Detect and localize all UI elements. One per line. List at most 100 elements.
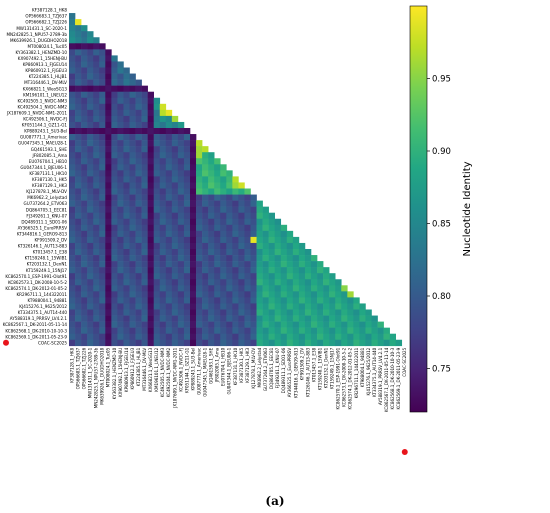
heatmap-cell <box>93 85 100 92</box>
heatmap-cell <box>359 327 366 334</box>
heatmap-cell <box>268 212 275 220</box>
heatmap-cell <box>274 255 282 262</box>
heatmap-cell <box>171 285 179 292</box>
heatmap-cell <box>111 176 118 183</box>
column-label: KF991509.2_DV <box>299 348 304 381</box>
heatmap-cell <box>99 188 106 195</box>
heatmap-cell <box>135 182 142 189</box>
colorbar-gradient <box>409 5 428 413</box>
heatmap-cell <box>81 31 88 38</box>
heatmap-cell <box>123 109 130 117</box>
heatmap-cell <box>183 273 191 280</box>
heatmap-cell <box>256 249 263 256</box>
heatmap-cell <box>105 224 112 232</box>
heatmap-cell <box>141 128 148 135</box>
heatmap-cell <box>280 230 288 238</box>
heatmap-cell <box>196 176 203 183</box>
heatmap-cell <box>123 333 130 341</box>
row-label: KT344816.1_GERO9-813 <box>17 231 68 236</box>
heatmap-cell <box>87 91 94 99</box>
row-label: MN242825.1_NPU57-2789-3b <box>7 32 68 37</box>
heatmap-cell <box>123 224 130 232</box>
heatmap-cell <box>190 164 197 171</box>
heatmap-cell <box>220 303 227 310</box>
heatmap-cell <box>135 91 142 99</box>
row-label: KM196101.1_LNEU12 <box>23 92 67 97</box>
heatmap-cell <box>141 315 148 322</box>
heatmap-cell <box>232 218 239 226</box>
heatmap-cell <box>141 212 148 220</box>
heatmap-cell <box>75 279 82 286</box>
heatmap-cell <box>220 297 227 304</box>
heatmap-cell <box>250 218 257 226</box>
heatmap-cell <box>226 327 233 334</box>
heatmap-cell <box>165 152 173 159</box>
heatmap-cell <box>99 249 106 256</box>
heatmap-cell <box>123 140 130 147</box>
heatmap-cell <box>202 285 209 292</box>
heatmap-cell <box>292 291 300 298</box>
heatmap-cell <box>105 146 112 153</box>
heatmap-cell <box>226 291 233 298</box>
heatmap-cell <box>99 43 106 50</box>
heatmap-cell <box>208 236 215 244</box>
row-label: KF387128.1_HK8 <box>32 8 67 13</box>
heatmap-cell <box>69 31 76 38</box>
heatmap-cell <box>129 121 136 129</box>
column-label: KC492504.1_NVDC-NM2 <box>166 347 171 397</box>
heatmap-cell <box>341 297 348 304</box>
heatmap-cell <box>371 333 378 341</box>
heatmap-cell <box>111 285 118 292</box>
heatmap-cell <box>75 79 82 86</box>
heatmap-cell <box>105 194 112 201</box>
heatmap-cell <box>280 255 288 262</box>
heatmap-cell <box>208 249 215 256</box>
heatmap-cell <box>244 279 251 286</box>
heatmap-cell <box>105 339 112 347</box>
heatmap-cell <box>105 91 112 99</box>
heatmap-cell <box>141 297 148 304</box>
heatmap-cell <box>171 134 179 141</box>
heatmap-cell <box>226 309 233 316</box>
heatmap-cell <box>129 206 136 213</box>
heatmap-cell <box>69 206 76 213</box>
heatmap-cell <box>177 327 185 334</box>
heatmap-cell <box>111 339 118 347</box>
heatmap-cell <box>214 249 221 256</box>
heatmap-cell <box>250 273 257 280</box>
heatmap-cell <box>75 49 82 56</box>
heatmap-cell <box>171 170 179 177</box>
heatmap-cell <box>75 134 82 141</box>
heatmap-cell <box>238 249 245 256</box>
heatmap-cell <box>183 255 191 262</box>
heatmap-cell <box>220 327 227 334</box>
heatmap-cell <box>274 273 282 280</box>
heatmap-cell <box>141 182 148 189</box>
heatmap-cell <box>208 242 215 250</box>
heatmap-cell <box>341 321 348 328</box>
heatmap-cell <box>117 121 124 129</box>
heatmap-cell <box>159 242 167 250</box>
heatmap-cell <box>208 261 215 268</box>
heatmap-cell <box>129 321 136 328</box>
heatmap-cell <box>202 279 209 286</box>
heatmap-cell <box>69 194 76 201</box>
heatmap-cell <box>250 261 257 268</box>
heatmap-cell <box>117 176 124 183</box>
heatmap-cell <box>304 279 312 286</box>
heatmap-cell <box>135 333 142 341</box>
heatmap-cell <box>129 164 136 171</box>
heatmap-cell <box>105 279 112 286</box>
heatmap-cell <box>135 188 142 195</box>
heatmap-cell <box>159 103 167 111</box>
heatmap-cell <box>87 230 94 238</box>
heatmap-cell <box>99 333 106 341</box>
heatmap-cell <box>280 285 288 292</box>
heatmap-cell <box>69 333 76 341</box>
heatmap-cell <box>135 97 142 105</box>
heatmap-cell <box>202 212 209 220</box>
colorbar-tick-label: 0.85 <box>432 220 451 230</box>
row-label: MK639926.1_DUGDHO2018 <box>10 38 67 43</box>
heatmap-cell <box>214 279 221 286</box>
column-label: MW131431.1_SC-2020-1 <box>88 347 93 398</box>
